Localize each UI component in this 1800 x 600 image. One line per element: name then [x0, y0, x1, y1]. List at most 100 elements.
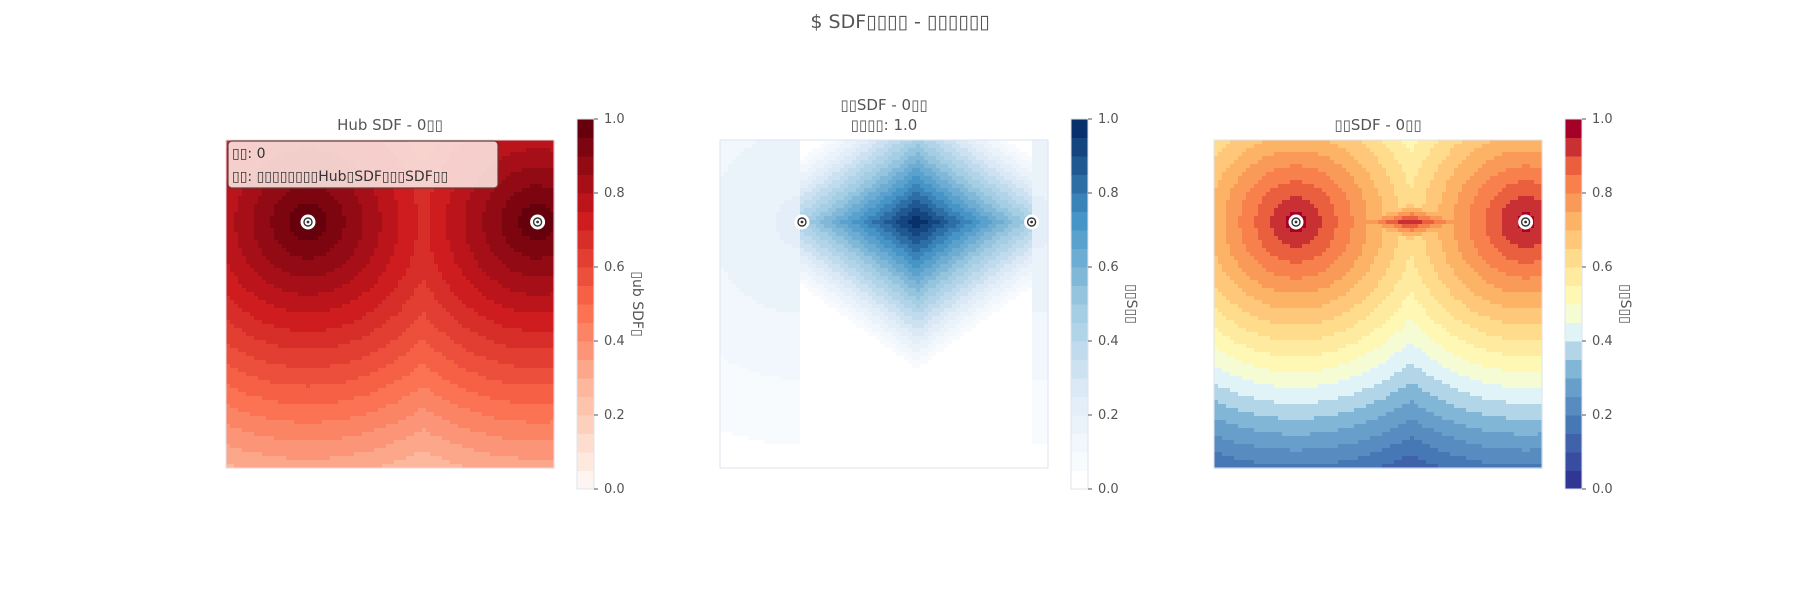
- heatmap-cell: [474, 216, 479, 221]
- heatmap-cell: [426, 264, 431, 269]
- heatmap-cell: [406, 268, 411, 273]
- heatmap-cell: [522, 244, 527, 249]
- heatmap-cell: [482, 256, 487, 261]
- heatmap-cell: [374, 212, 379, 217]
- heatmap-cell: [318, 188, 323, 193]
- heatmap-cell: [518, 356, 523, 361]
- heatmap-cell: [390, 288, 395, 293]
- heatmap-cell: [346, 248, 351, 253]
- heatmap-cell: [402, 248, 407, 253]
- panel-1-heatmap: [226, 140, 555, 469]
- heatmap-cell: [446, 280, 451, 285]
- heatmap-cell: [482, 304, 487, 309]
- heatmap-cell: [498, 184, 503, 189]
- heatmap-cell: [482, 240, 487, 245]
- heatmap-cell: [350, 372, 355, 377]
- heatmap-cell: [522, 364, 527, 369]
- heatmap-cell: [462, 344, 467, 349]
- heatmap-cell: [230, 260, 235, 265]
- heatmap-cell: [522, 168, 527, 173]
- heatmap-cell: [426, 256, 431, 261]
- heatmap-cell: [482, 344, 487, 349]
- heatmap-cell: [390, 344, 395, 349]
- heatmap-cell: [350, 360, 355, 365]
- heatmap-cell: [490, 260, 495, 265]
- heatmap-cell: [438, 256, 443, 261]
- heatmap-cell: [310, 316, 315, 321]
- heatmap-cell: [282, 196, 287, 201]
- heatmap-cell: [474, 292, 479, 297]
- heatmap-cell: [514, 216, 519, 221]
- heatmap-cell: [526, 188, 531, 193]
- heatmap-cell: [310, 260, 315, 265]
- heatmap-cell: [258, 320, 263, 325]
- heatmap-cell: [474, 260, 479, 265]
- heatmap-cell: [434, 292, 439, 297]
- heatmap-cell: [378, 336, 383, 341]
- heatmap-cell: [478, 340, 483, 345]
- heatmap-cell: [526, 152, 531, 157]
- heatmap-cell: [326, 348, 331, 353]
- heatmap-cell: [350, 336, 355, 341]
- heatmap-cell: [326, 352, 331, 357]
- heatmap-cell: [318, 288, 323, 293]
- heatmap-cell: [546, 300, 551, 305]
- heatmap-cell: [278, 272, 283, 277]
- heatmap-cell: [410, 188, 415, 193]
- heatmap-cell: [274, 244, 279, 249]
- heatmap-cell: [502, 144, 507, 149]
- heatmap-cell: [506, 272, 511, 277]
- heatmap-cell: [370, 324, 375, 329]
- heatmap-cell: [254, 208, 259, 213]
- heatmap-cell: [458, 364, 463, 369]
- heatmap-cell: [534, 184, 539, 189]
- heatmap-cell: [254, 192, 259, 197]
- heatmap-cell: [434, 256, 439, 261]
- heatmap-cell: [346, 308, 351, 313]
- heatmap-cell: [350, 240, 355, 245]
- heatmap-cell: [238, 380, 243, 385]
- heatmap-cell: [510, 356, 515, 361]
- heatmap-cell: [314, 352, 319, 357]
- heatmap-cell: [354, 252, 359, 257]
- heatmap-cell: [358, 292, 363, 297]
- heatmap-cell: [542, 280, 547, 285]
- heatmap-cell: [354, 264, 359, 269]
- heatmap-cell: [302, 312, 307, 317]
- heatmap-cell: [298, 192, 303, 197]
- heatmap-cell: [414, 300, 419, 305]
- heatmap-cell: [470, 324, 475, 329]
- heatmap-cell: [354, 200, 359, 205]
- heatmap-cell: [330, 356, 335, 361]
- heatmap-cell: [342, 360, 347, 365]
- heatmap-cell: [374, 364, 379, 369]
- heatmap-cell: [442, 320, 447, 325]
- heatmap-cell: [482, 340, 487, 345]
- heatmap-cell: [354, 288, 359, 293]
- heatmap-cell: [290, 288, 295, 293]
- heatmap-cell: [386, 264, 391, 269]
- heatmap-cell: [434, 212, 439, 217]
- heatmap-cell: [294, 236, 299, 241]
- heatmap-cell: [518, 168, 523, 173]
- heatmap-cell: [322, 372, 327, 377]
- heatmap-cell: [310, 272, 315, 277]
- heatmap-cell: [542, 288, 547, 293]
- heatmap-cell: [290, 240, 295, 245]
- heatmap-cell: [310, 344, 315, 349]
- heatmap-cell: [502, 140, 507, 145]
- heatmap-cell: [538, 328, 543, 333]
- heatmap-cell: [362, 204, 367, 209]
- heatmap-cell: [250, 284, 255, 289]
- heatmap-cell: [490, 376, 495, 381]
- heatmap-cell: [398, 200, 403, 205]
- heatmap-cell: [282, 348, 287, 353]
- heatmap-cell: [482, 232, 487, 237]
- heatmap-cell: [374, 208, 379, 213]
- heatmap-cell: [406, 304, 411, 309]
- heatmap-cell: [542, 276, 547, 281]
- heatmap-cell: [354, 260, 359, 265]
- heatmap-cell: [406, 276, 411, 281]
- heatmap-cell: [290, 268, 295, 273]
- heatmap-cell: [370, 288, 375, 293]
